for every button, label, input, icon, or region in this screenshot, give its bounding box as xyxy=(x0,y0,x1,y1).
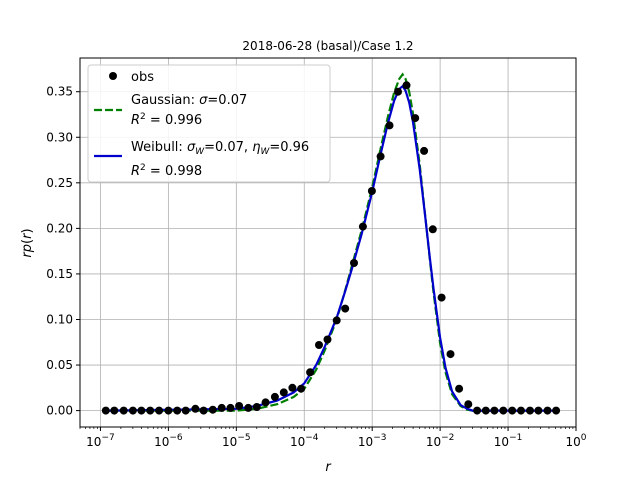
obs-point xyxy=(437,293,446,302)
obs-point xyxy=(199,406,208,415)
obs-point xyxy=(315,341,323,349)
obs-point xyxy=(341,304,350,313)
obs-point xyxy=(428,225,437,234)
x-tick-label: 10−3 xyxy=(358,433,387,449)
x-axis-ticks: 10−7 10−6 10−5 10−4 10−3 10−2 10−1 100 xyxy=(79,427,587,449)
obs-point xyxy=(101,406,110,415)
legend-obs-marker xyxy=(109,72,117,80)
legend-box xyxy=(87,64,331,183)
obs-point xyxy=(446,350,455,359)
obs-point xyxy=(164,406,173,415)
obs-point xyxy=(332,316,341,325)
obs-point xyxy=(235,402,244,410)
legend-gaussian-r2: R2 = 0.996 xyxy=(131,112,202,128)
obs-point xyxy=(137,406,146,415)
obs-point xyxy=(146,406,155,415)
legend-weibull-r2: R2 = 0.998 xyxy=(131,163,202,179)
obs-point xyxy=(385,121,394,130)
x-axis-label: r xyxy=(325,460,332,475)
obs-point xyxy=(508,406,517,415)
legend-weibull-label: Weibull: σW=0.07, ηW=0.96 xyxy=(131,140,309,157)
y-axis-ticks: 0.00 0.05 0.10 0.15 0.20 0.25 0.30 0.35 xyxy=(46,85,80,418)
y-tick-label: 0.30 xyxy=(46,130,73,144)
y-tick-label: 0.15 xyxy=(46,267,73,281)
chart-title: 2018-06-28 (basal)/Case 1.2 xyxy=(242,39,413,53)
obs-point xyxy=(543,406,552,415)
obs-point xyxy=(350,259,358,267)
obs-point xyxy=(499,406,508,415)
obs-point xyxy=(288,383,297,392)
obs-point xyxy=(110,406,119,415)
x-tick-label: 10−1 xyxy=(494,433,523,449)
obs-point xyxy=(420,146,429,155)
obs-point xyxy=(473,406,482,415)
x-tick-label: 10−4 xyxy=(290,433,319,449)
plot-frame xyxy=(79,57,577,428)
obs-point xyxy=(411,114,420,123)
obs-point xyxy=(402,81,411,90)
obs-point xyxy=(526,406,534,415)
obs-point xyxy=(217,403,226,412)
y-tick-label: 0.35 xyxy=(46,85,73,99)
legend: obs Gaussian: σ=0.07 R2 = 0.996 Weibull:… xyxy=(87,64,331,183)
obs-point xyxy=(394,87,402,96)
obs-point xyxy=(552,406,561,415)
obs-point xyxy=(244,403,253,412)
obs-point xyxy=(323,335,332,344)
obs-point xyxy=(297,384,306,393)
y-tick-label: 0.20 xyxy=(46,221,73,235)
y-tick-label: 0.10 xyxy=(46,312,73,326)
x-tick-label: 10−6 xyxy=(154,433,183,449)
obs-point xyxy=(181,406,190,415)
obs-point xyxy=(261,398,270,407)
x-tick-label: 10−5 xyxy=(222,433,251,449)
obs-point xyxy=(226,403,235,412)
plot-series xyxy=(101,72,561,415)
obs-point xyxy=(481,406,490,415)
legend-obs-label: obs xyxy=(131,70,154,85)
x-tick-label: 100 xyxy=(565,433,586,449)
y-axis-label: rp(r) xyxy=(20,228,35,257)
obs-point xyxy=(173,406,182,415)
obs-point xyxy=(119,406,128,415)
obs-point xyxy=(252,403,261,411)
y-tick-label: 0.25 xyxy=(46,176,73,190)
obs-point xyxy=(455,384,464,393)
obs-point xyxy=(279,388,288,397)
obs-point xyxy=(358,222,367,231)
obs-point xyxy=(376,152,385,161)
observation-markers xyxy=(101,81,561,415)
obs-point xyxy=(517,406,525,415)
y-tick-label: 0.00 xyxy=(46,404,73,418)
obs-point xyxy=(534,406,543,415)
x-tick-label: 10−7 xyxy=(86,433,115,449)
obs-point xyxy=(490,406,499,415)
obs-point xyxy=(155,406,164,415)
obs-point xyxy=(208,405,217,414)
obs-point xyxy=(128,406,137,415)
obs-point xyxy=(270,392,279,401)
x-tick-label: 10−2 xyxy=(426,433,455,449)
obs-point xyxy=(306,368,315,377)
grid xyxy=(80,58,577,427)
obs-point xyxy=(367,187,376,195)
obs-point xyxy=(464,400,473,409)
legend-gaussian-label: Gaussian: σ=0.07 xyxy=(131,93,247,108)
y-tick-label: 0.05 xyxy=(46,358,73,372)
obs-point xyxy=(191,404,200,413)
